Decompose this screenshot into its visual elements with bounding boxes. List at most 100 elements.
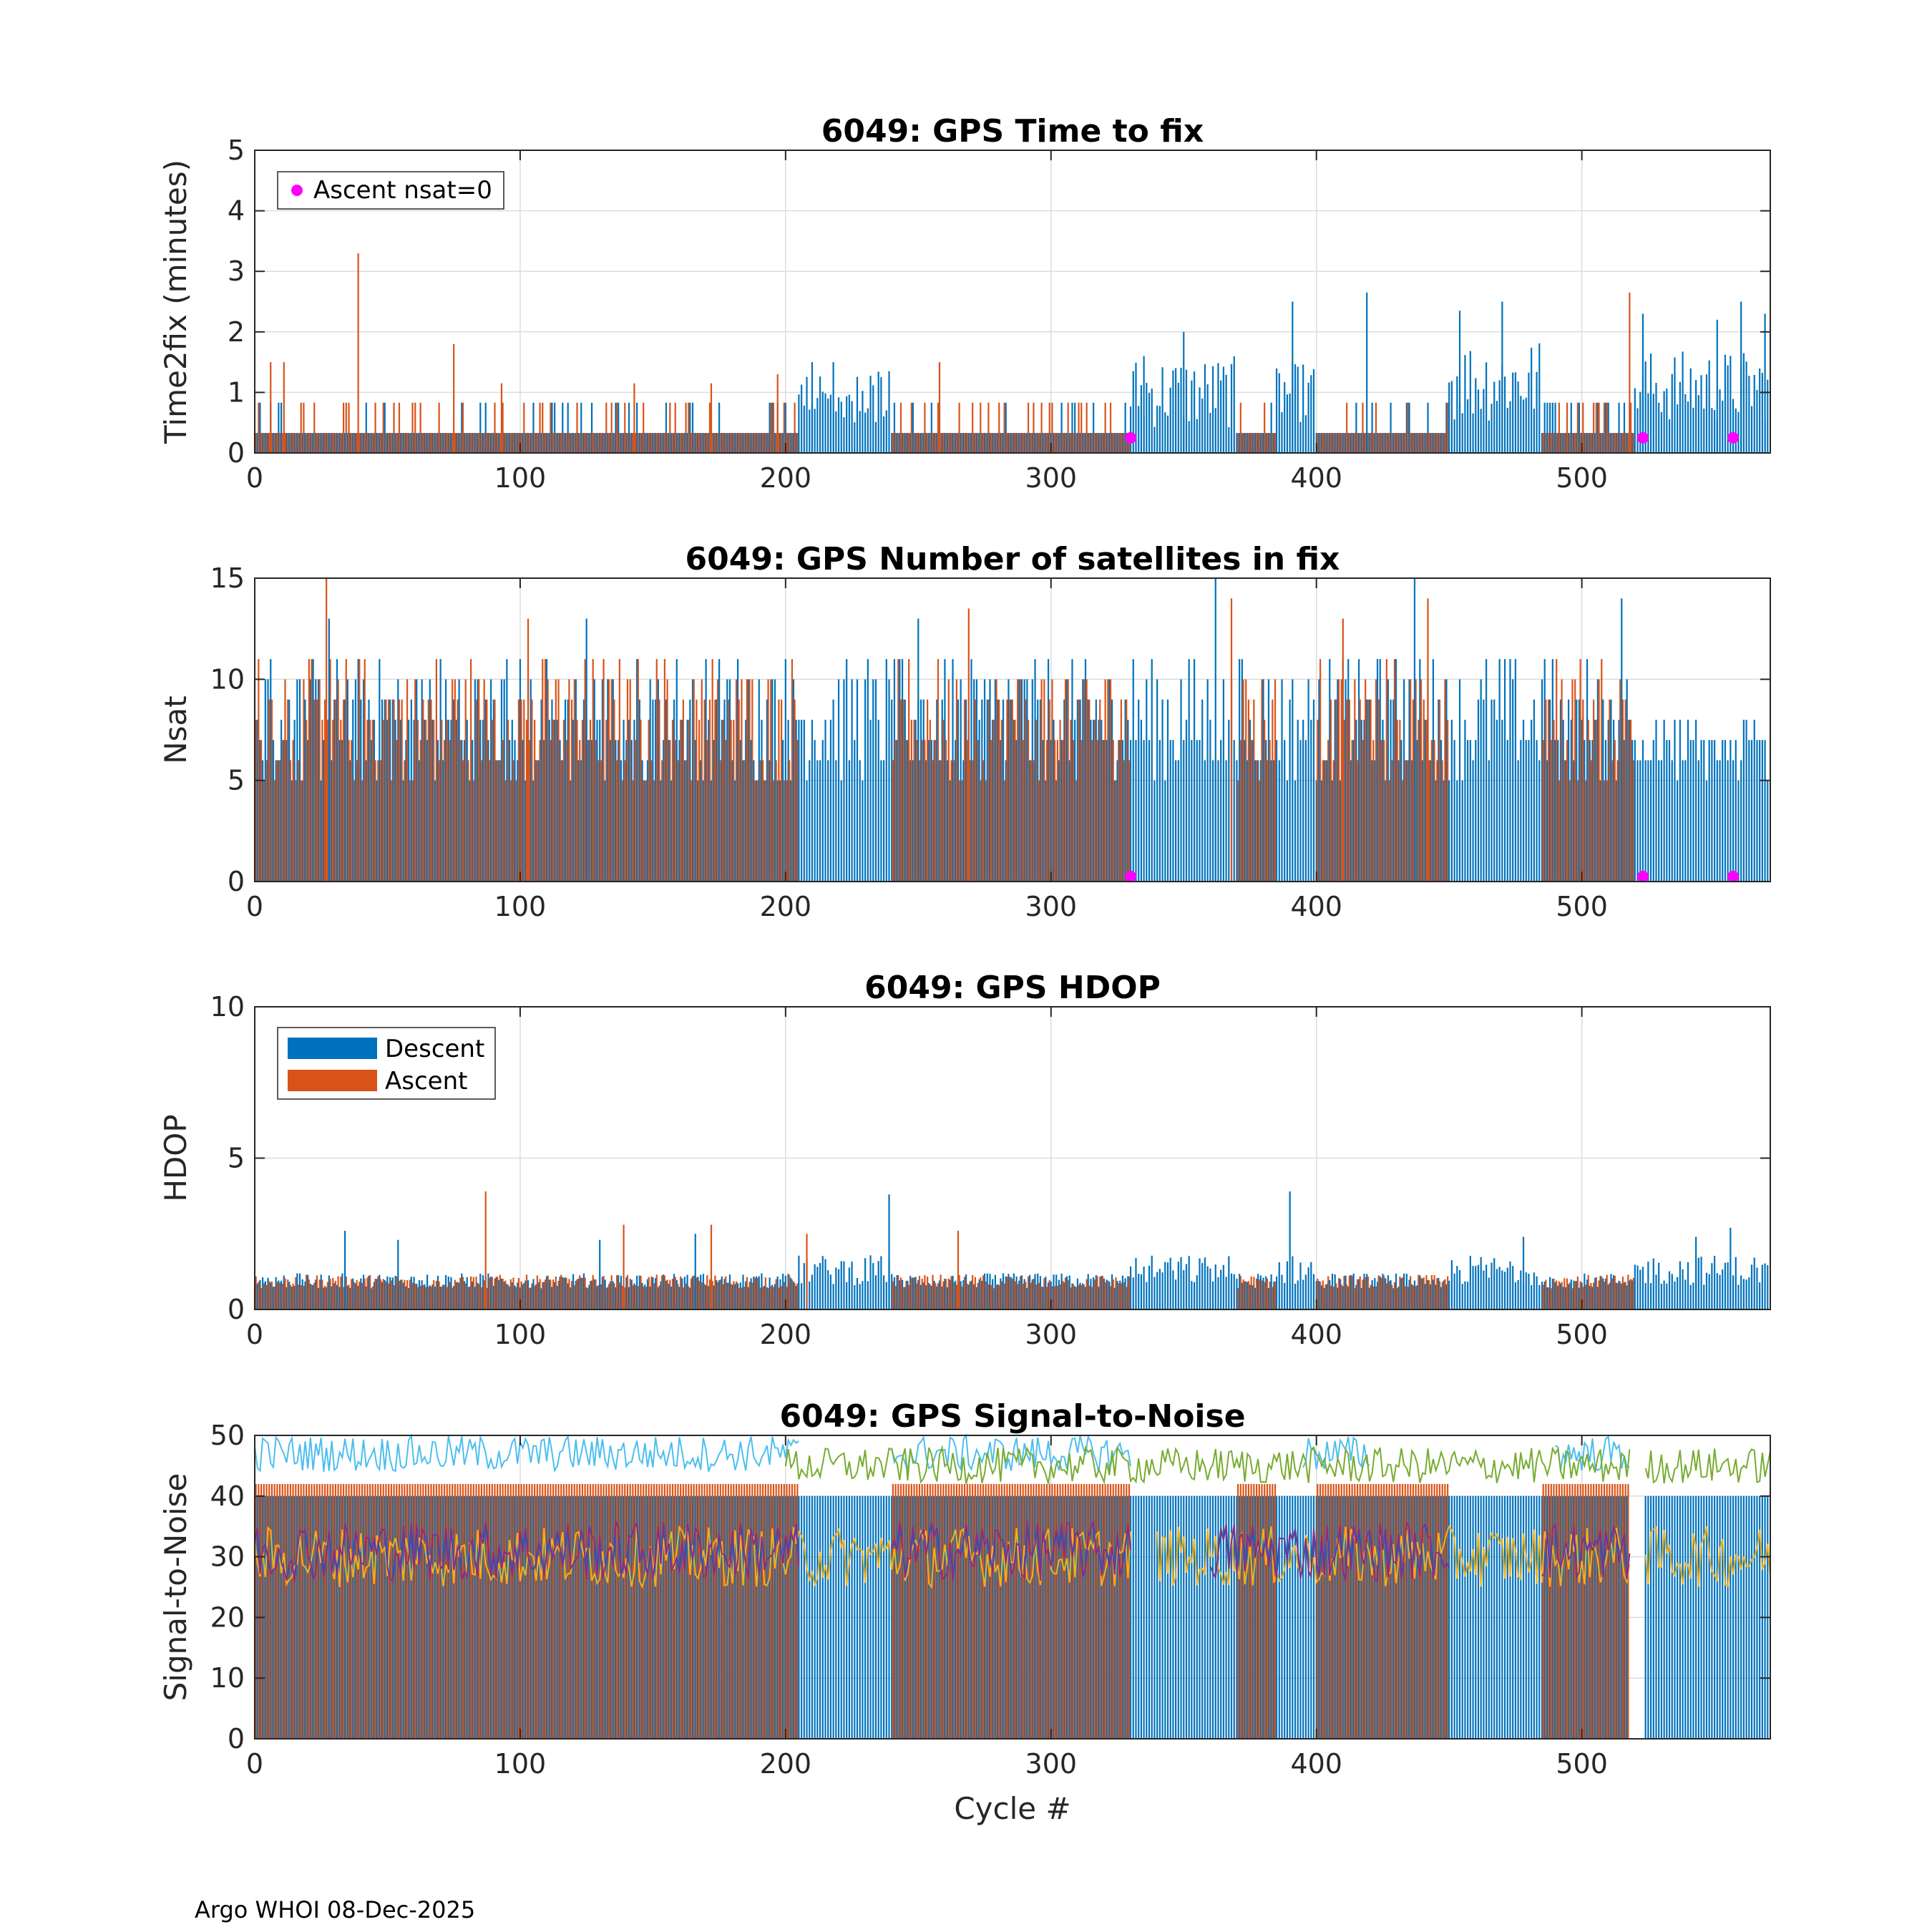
ascent-bar — [1606, 1274, 1608, 1309]
descent-bar — [975, 1496, 978, 1739]
descent-bar — [312, 433, 314, 453]
ascent-bar — [741, 1287, 743, 1309]
descent-bar — [1143, 1496, 1145, 1739]
descent-bar — [681, 719, 683, 882]
descent-bar — [960, 433, 962, 453]
descent-bar — [1042, 433, 1044, 453]
descent-bar — [288, 1282, 291, 1309]
ascent-bar — [422, 1483, 424, 1739]
descent-bar — [604, 1279, 606, 1309]
descent-bar — [1750, 1264, 1753, 1309]
ascent-bar — [1027, 1276, 1030, 1309]
descent-bar — [1026, 1496, 1028, 1739]
descent-bar — [291, 1287, 293, 1309]
descent-bar — [1355, 719, 1357, 882]
descent-bar — [1697, 395, 1699, 453]
ascent-bar — [584, 433, 586, 453]
descent-bar — [1501, 1496, 1503, 1739]
descent-bar — [519, 1496, 522, 1739]
descent-bar — [368, 699, 370, 882]
descent-bar — [983, 1273, 986, 1309]
ascent-bar — [1372, 740, 1375, 882]
descent-bar — [357, 1285, 359, 1309]
ascent-bar — [576, 1483, 578, 1739]
descent-bar — [1488, 1277, 1490, 1309]
ascent-bar — [1593, 1282, 1595, 1309]
ascent-bar — [716, 679, 719, 882]
descent-bar — [1644, 760, 1646, 882]
descent-bar — [992, 1279, 994, 1309]
descent-bar — [301, 780, 303, 882]
descent-bar — [700, 760, 702, 882]
descent-bar — [286, 1287, 288, 1309]
x-tick-label: 500 — [1556, 1319, 1608, 1350]
ascent-bar — [374, 760, 376, 882]
descent-bar — [1209, 1268, 1211, 1309]
ascent-bar — [1011, 1483, 1013, 1739]
descent-bar — [1764, 740, 1766, 882]
descent-bar — [1453, 740, 1455, 882]
descent-bar — [1093, 402, 1095, 453]
ascent-bar — [1377, 1483, 1380, 1739]
descent-bar — [1408, 1496, 1410, 1739]
ascent-bar — [626, 1274, 629, 1309]
ascent-bar — [361, 1483, 364, 1739]
descent-bar — [1714, 1256, 1716, 1309]
ascent-bar — [525, 719, 528, 882]
descent-bar — [1543, 659, 1546, 882]
descent-bar — [747, 1496, 750, 1739]
ascent-bar — [1051, 679, 1053, 882]
descent-bar — [1015, 1276, 1018, 1309]
descent-bar — [930, 1285, 932, 1309]
ascent-bar — [419, 1285, 421, 1309]
descent-bar — [506, 659, 508, 882]
descent-bar — [1385, 780, 1387, 882]
ascent-bar — [1595, 719, 1597, 882]
descent-bar — [1199, 740, 1201, 882]
descent-bar — [1469, 1496, 1471, 1739]
descent-bar — [604, 780, 606, 882]
descent-bar — [545, 433, 548, 453]
ascent-bar — [1003, 1283, 1005, 1309]
descent-bar — [1405, 760, 1407, 882]
descent-bar — [1533, 1272, 1535, 1309]
descent-bar — [1015, 1496, 1018, 1739]
descent-bar — [599, 719, 601, 882]
ascent-bar — [318, 679, 321, 882]
ascent-bar — [308, 659, 310, 882]
descent-bar — [517, 1282, 519, 1309]
ascent-bar — [1420, 433, 1423, 453]
ascent-bar — [534, 1483, 536, 1739]
ascent-bar — [1011, 699, 1013, 882]
ascent-bar — [1621, 433, 1624, 453]
descent-bar — [821, 1496, 824, 1739]
descent-bar — [798, 1255, 800, 1309]
ascent-bar — [924, 740, 926, 882]
descent-bar — [1239, 433, 1241, 453]
descent-bar — [851, 679, 853, 882]
descent-bar — [888, 371, 890, 453]
ascent-bar — [292, 433, 294, 453]
descent-bar — [1753, 374, 1755, 453]
descent-bar — [1228, 1256, 1230, 1309]
descent-bar — [885, 1496, 887, 1739]
ascent-bar — [626, 679, 629, 882]
descent-bar — [668, 740, 670, 882]
descent-bar — [718, 402, 721, 453]
descent-bar — [1101, 1496, 1103, 1739]
descent-bar — [585, 1496, 587, 1739]
descent-bar — [1302, 364, 1304, 453]
ascent-bar — [409, 1483, 411, 1739]
descent-bar — [1472, 1496, 1474, 1739]
descent-bar — [1193, 659, 1196, 882]
descent-bar — [1740, 1496, 1742, 1739]
descent-bar — [1610, 1496, 1612, 1739]
ascent-bar — [273, 1287, 275, 1309]
ascent-bar — [1590, 433, 1592, 453]
ascent-bar — [1112, 740, 1114, 882]
descent-bar — [1498, 380, 1501, 453]
descent-bar — [379, 659, 381, 882]
descent-bar — [389, 1496, 391, 1739]
descent-spike-bar — [1214, 578, 1216, 882]
descent-bar — [936, 1496, 938, 1739]
